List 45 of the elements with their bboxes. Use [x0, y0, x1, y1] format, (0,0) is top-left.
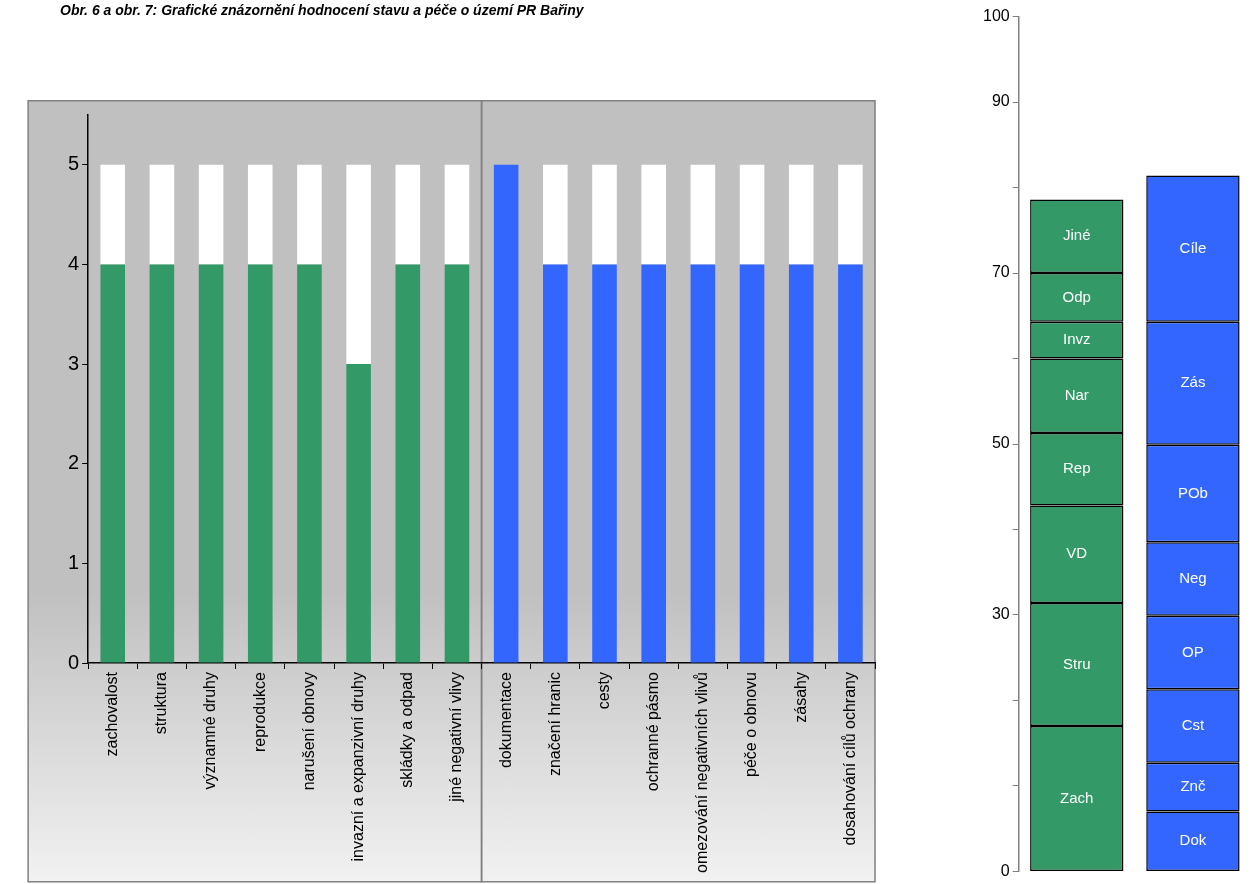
x-tick-label: narušení obnovy — [299, 672, 317, 791]
y-tick-label: 70 — [991, 263, 1010, 281]
series-label: POb — [1177, 483, 1208, 501]
y-tick-label: 3 — [68, 351, 80, 374]
series-label: Rep — [1063, 459, 1091, 477]
x-tick-label: cesty — [594, 672, 612, 710]
x-tick-label: významné druhy — [201, 672, 219, 790]
series-label: Cst — [1181, 716, 1206, 734]
y-tick-label: 5 — [68, 152, 80, 175]
x-tick-label: ochranné pásmo — [644, 671, 662, 792]
series-label: VD — [1066, 544, 1088, 562]
y-tick-label: 4 — [68, 251, 80, 274]
series-label: Dok — [1179, 831, 1207, 849]
x-tick-label: reprodukce — [250, 671, 268, 753]
y-tick-label: 50 — [991, 434, 1010, 452]
x-tick-label: skládky a odpad — [398, 672, 416, 788]
x-tick-label: struktura — [152, 671, 170, 735]
series-label: Zach — [1060, 788, 1094, 806]
y-tick-label: 90 — [991, 92, 1010, 110]
x-tick-label: zachovalost — [103, 671, 121, 757]
y-tick-label: 100 — [982, 7, 1010, 25]
y-tick-label: 30 — [991, 605, 1010, 623]
x-tick-label: péče o obnovu — [742, 672, 760, 777]
x-tick-label: zásahy — [791, 672, 809, 723]
series-label: Znč — [1180, 777, 1206, 795]
series-label: Invz — [1063, 330, 1091, 348]
y-tick-label: 2 — [68, 451, 80, 474]
x-tick-label: dosahování cílů ochrany — [840, 672, 858, 846]
series-label: OP — [1182, 642, 1204, 660]
series-label: Stru — [1063, 654, 1091, 672]
series-label: Nar — [1064, 385, 1089, 403]
x-tick-label: invazní a expanzivní druhy — [349, 672, 367, 862]
x-tick-label: dokumentace — [496, 671, 514, 769]
x-tick-label: jiné negativní vlivy — [447, 672, 465, 803]
series-label: Neg — [1179, 569, 1207, 587]
x-tick-label: značení hranic — [545, 672, 563, 777]
series-label: Zás — [1180, 373, 1206, 391]
x-tick-label: omezování negativních vlivů — [693, 672, 711, 873]
y-tick-label: 0 — [68, 650, 80, 673]
series-label: Jiné — [1063, 226, 1091, 244]
series-label: Odp — [1062, 287, 1091, 305]
y-tick-label: 1 — [68, 550, 80, 573]
y-tick-label: 0 — [1000, 861, 1010, 879]
series-label: Cíle — [1179, 238, 1207, 256]
chart-title: Obr. 6 a obr. 7: Grafické znázornění hodnocení stavu a péče o území PR Bařiny — [60, 2, 584, 18]
